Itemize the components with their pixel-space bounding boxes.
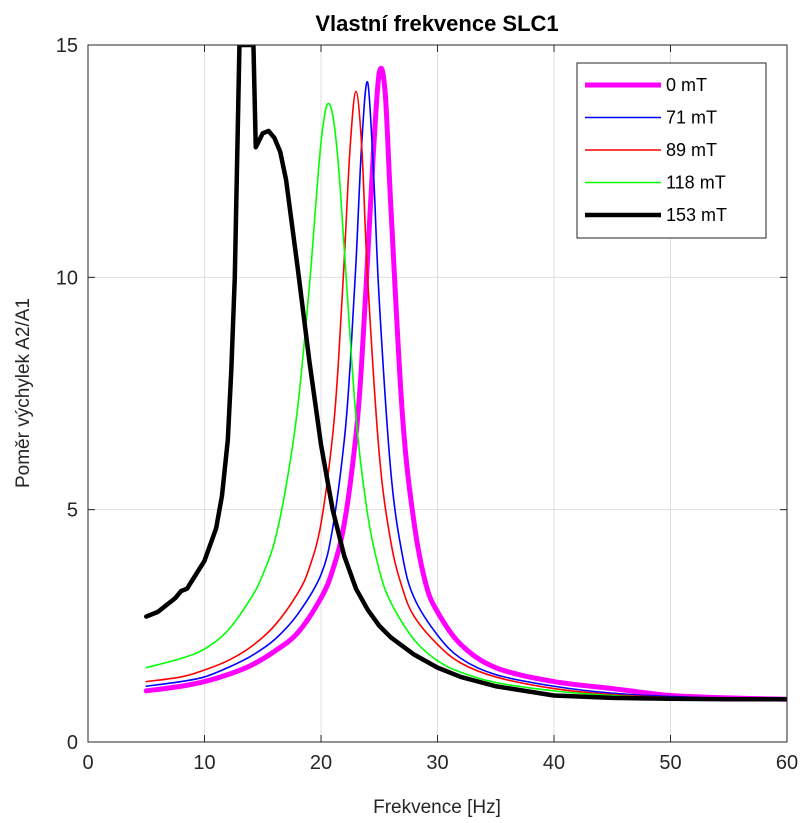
legend-label: 71 mT	[666, 108, 717, 128]
y-tick-label: 5	[67, 500, 78, 522]
legend-label: 0 mT	[666, 75, 707, 95]
series-line-89-mt	[145, 90, 787, 701]
series-line-0-mt	[143, 65, 787, 702]
legend-item[interactable]: 0 mT	[585, 75, 707, 95]
series-line-71-mt	[145, 81, 787, 701]
legend-item[interactable]: 153 mT	[585, 205, 727, 225]
y-axis-label: Poměr výchylek A2/A1	[13, 298, 34, 488]
x-tick-label: 20	[310, 752, 332, 774]
x-tick-label: 30	[426, 752, 448, 774]
ticks: 0 10 20 30 40 50 60 0 5 10 15	[56, 35, 798, 774]
x-tick-label: 50	[659, 752, 681, 774]
y-tick-label: 0	[67, 732, 78, 754]
legend[interactable]: 0 mT 71 mT 89 mT 118 mT 153 mT	[576, 62, 767, 239]
legend-label: 89 mT	[666, 140, 717, 160]
y-tick-label: 10	[56, 267, 78, 289]
legend-item[interactable]: 118 mT	[585, 173, 726, 193]
legend-label: 118 mT	[666, 173, 726, 193]
chart-title: Vlastní frekvence SLC1	[315, 11, 558, 36]
x-axis-label: Frekvence [Hz]	[373, 797, 501, 818]
series-line-153-mt	[144, 45, 787, 702]
legend-item[interactable]: 89 mT	[585, 140, 717, 160]
x-tick-label: 40	[543, 752, 565, 774]
x-tick-label: 10	[193, 752, 215, 774]
series-line-118-mt	[145, 102, 787, 701]
series-group	[143, 45, 787, 702]
x-tick-label: 60	[776, 752, 798, 774]
y-tick-label: 15	[56, 35, 78, 57]
legend-label: 153 mT	[666, 205, 727, 225]
x-tick-label: 0	[82, 752, 93, 774]
legend-item[interactable]: 71 mT	[585, 108, 717, 128]
